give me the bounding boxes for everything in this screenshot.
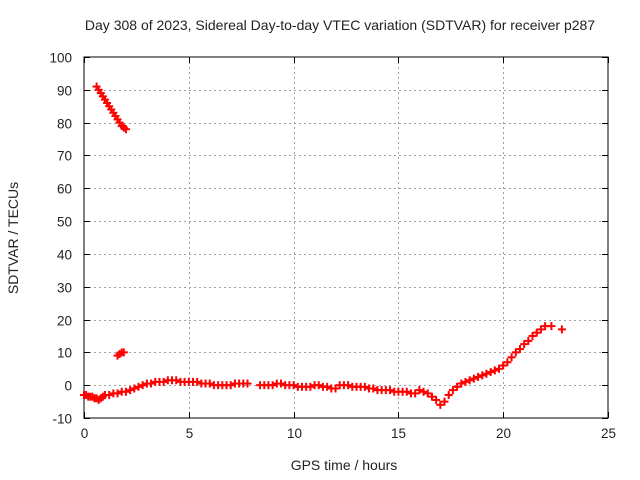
data-point — [444, 391, 453, 400]
x-axis-label: GPS time / hours — [291, 457, 398, 473]
chart-title: Day 308 of 2023, Sidereal Day-to-day VTE… — [85, 17, 595, 33]
data-point — [121, 125, 130, 134]
data-point — [486, 368, 495, 377]
data-point — [557, 325, 566, 334]
data-point — [520, 340, 529, 349]
x-tick-label: 20 — [496, 426, 511, 441]
data-point — [360, 382, 369, 391]
data-point — [532, 328, 541, 337]
y-tick-label: 50 — [57, 215, 72, 230]
data-point — [457, 379, 466, 388]
data-point — [436, 400, 445, 409]
data-point — [205, 379, 214, 388]
y-tick-label: 40 — [57, 248, 72, 263]
data-point — [402, 387, 411, 396]
data-point — [515, 345, 524, 354]
data-point — [499, 361, 508, 370]
data-point — [503, 358, 512, 367]
data-point — [314, 381, 323, 390]
data-point — [119, 348, 128, 357]
data-point — [536, 325, 545, 334]
data-point — [138, 381, 147, 390]
data-point — [524, 336, 533, 345]
data-point — [226, 381, 235, 390]
x-tick-label: 10 — [287, 426, 302, 441]
data-point — [121, 387, 130, 396]
data-point — [432, 395, 441, 404]
data-point — [126, 386, 135, 395]
data-point — [478, 371, 487, 380]
data-point — [134, 382, 143, 391]
y-tick-label: 20 — [57, 314, 72, 329]
data-point — [465, 376, 474, 385]
data-point — [369, 384, 378, 393]
data-point — [427, 392, 436, 401]
data-point — [331, 384, 340, 393]
data-point — [495, 364, 504, 373]
y-tick-label: 0 — [64, 379, 72, 394]
y-axis-label: SDTVAR / TECUs — [5, 182, 21, 294]
data-point — [193, 377, 202, 386]
data-point — [474, 372, 483, 381]
axis-ticks: 0 5 10 15 20 25 -10 0 10 20 30 40 50 60 70 80 90 100 — [49, 51, 616, 442]
y-tick-label: 30 — [57, 281, 72, 296]
data-point — [469, 374, 478, 383]
data-point — [415, 386, 424, 395]
data-point — [440, 397, 449, 406]
data-point — [105, 391, 114, 400]
data-point — [490, 366, 499, 375]
data-point — [411, 389, 420, 398]
x-tick-label: 15 — [391, 426, 406, 441]
data-point — [268, 381, 277, 390]
data-point — [547, 322, 556, 331]
data-point — [306, 382, 315, 391]
x-tick-label: 25 — [601, 426, 616, 441]
data-point — [289, 381, 298, 390]
data-point — [323, 382, 332, 391]
data-point — [511, 348, 520, 357]
y-tick-label: 100 — [49, 51, 72, 66]
data-point — [243, 379, 252, 388]
x-tick-label: 5 — [186, 426, 194, 441]
data-point — [277, 379, 286, 388]
data-point — [159, 377, 168, 386]
data-point — [172, 376, 181, 385]
data-point — [113, 389, 122, 398]
data-point — [130, 384, 139, 393]
y-tick-label: -10 — [52, 412, 72, 427]
data-point — [448, 386, 457, 395]
y-tick-label: 60 — [57, 182, 72, 197]
plot-frame — [83, 56, 609, 419]
data-point — [507, 353, 516, 362]
y-tick-label: 80 — [57, 117, 72, 132]
data-point — [147, 379, 156, 388]
data-point — [461, 377, 470, 386]
data-point — [482, 369, 491, 378]
data-point — [386, 386, 395, 395]
data-point — [453, 382, 462, 391]
x-tick-label: 0 — [81, 426, 89, 441]
y-tick-label: 10 — [57, 346, 72, 361]
data-point — [419, 387, 428, 396]
data-point — [344, 381, 353, 390]
grid — [84, 57, 608, 418]
y-tick-label: 70 — [57, 149, 72, 164]
y-tick-label: 90 — [57, 84, 72, 99]
data-point — [528, 331, 537, 340]
data-point — [423, 389, 432, 398]
data-points — [80, 82, 566, 409]
